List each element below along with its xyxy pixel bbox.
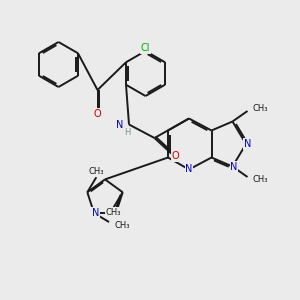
Text: Cl: Cl xyxy=(141,43,150,53)
Text: N: N xyxy=(112,208,120,218)
Text: N: N xyxy=(230,161,238,172)
Text: N: N xyxy=(185,164,193,175)
Text: CH₃: CH₃ xyxy=(88,167,104,176)
Text: N: N xyxy=(92,208,99,218)
Text: N: N xyxy=(116,119,124,130)
Text: N: N xyxy=(244,139,251,149)
Text: O: O xyxy=(172,151,179,161)
Text: CH₃: CH₃ xyxy=(253,104,268,113)
Text: H: H xyxy=(124,128,131,137)
Text: CH₃: CH₃ xyxy=(106,208,122,217)
Text: CH₃: CH₃ xyxy=(253,175,268,184)
Text: CH₃: CH₃ xyxy=(115,220,130,230)
Text: O: O xyxy=(94,109,101,119)
